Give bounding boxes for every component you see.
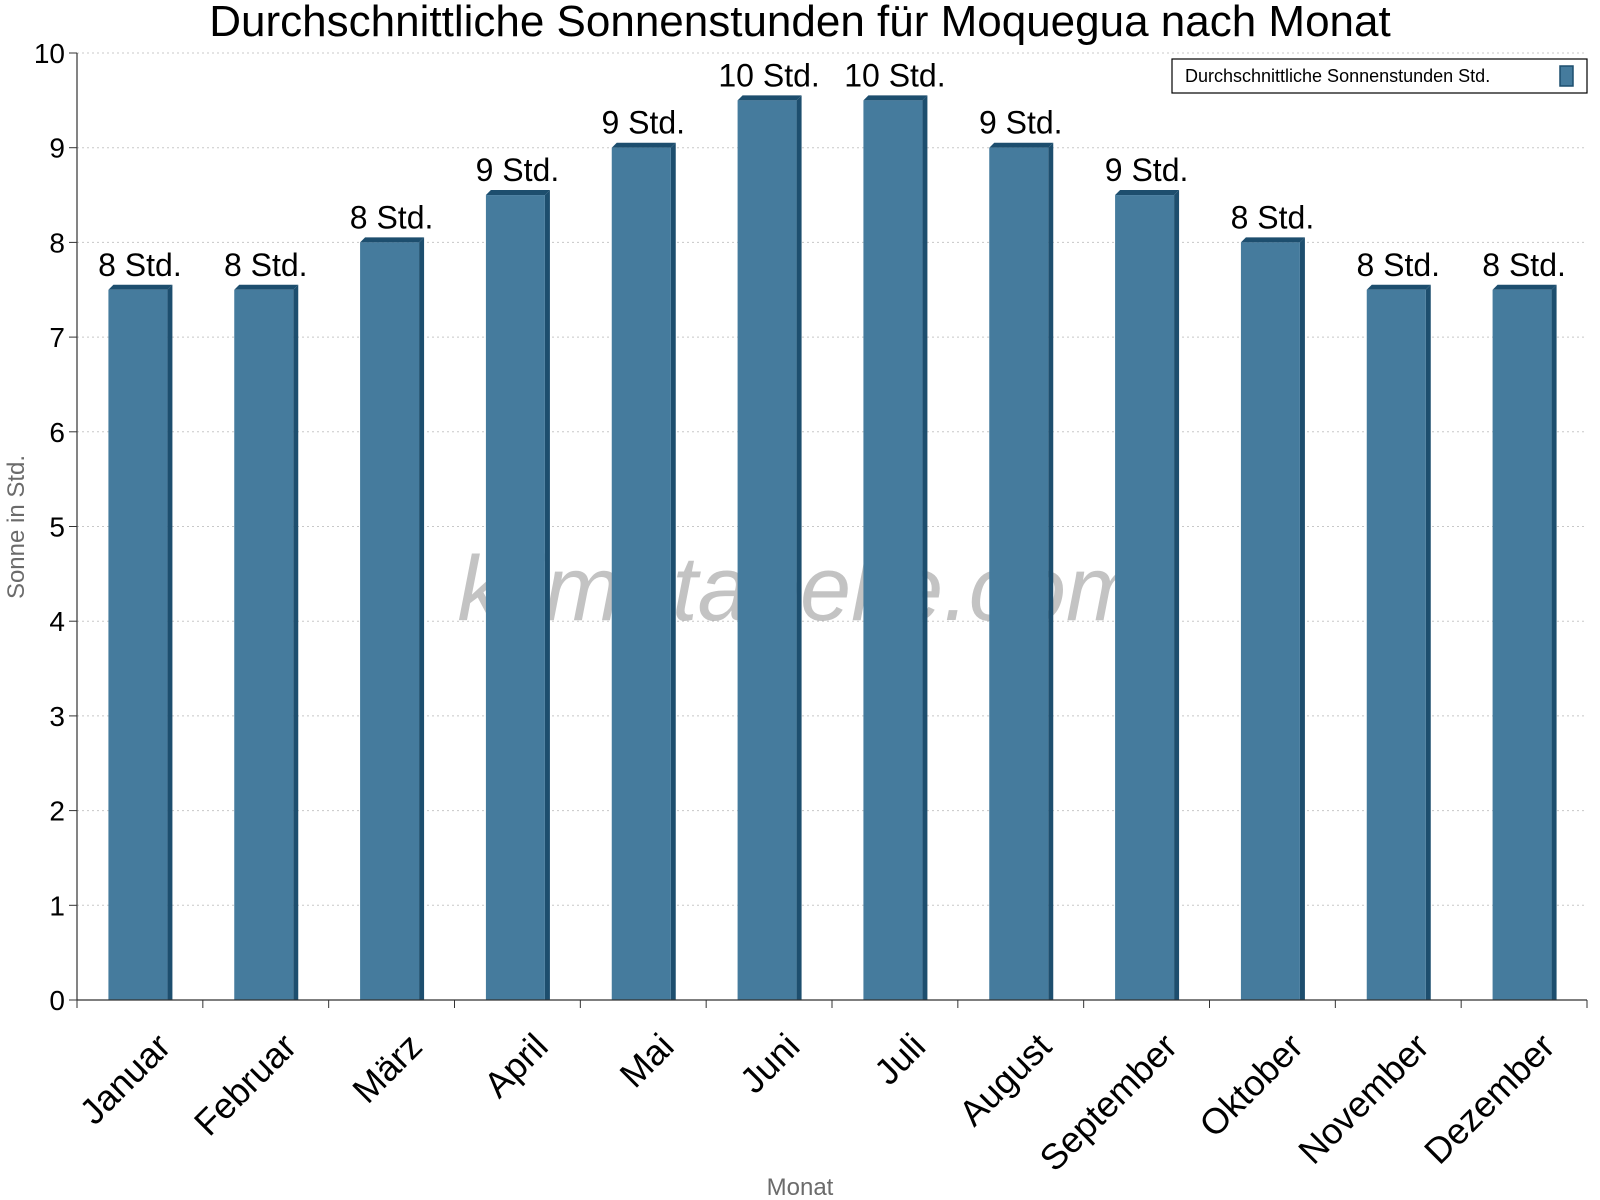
bar-oktober xyxy=(1240,237,1305,1000)
bar-front xyxy=(1492,289,1552,1000)
x-tick-label: August xyxy=(951,1025,1059,1133)
bar-side xyxy=(1551,284,1557,1000)
bar-side xyxy=(293,284,299,1000)
bar-front xyxy=(108,289,168,1000)
x-tick-label: Juli xyxy=(866,1025,933,1092)
bar-side xyxy=(922,95,928,1001)
data-label: 8 Std. xyxy=(1482,247,1566,283)
bar-top xyxy=(1492,284,1557,290)
data-label: 8 Std. xyxy=(350,199,434,235)
x-tick-label: März xyxy=(344,1025,430,1111)
bar-mai xyxy=(611,142,676,1000)
y-tick-label: 4 xyxy=(49,606,65,637)
data-label: 9 Std. xyxy=(1105,152,1189,188)
bar-side xyxy=(670,142,676,1000)
gridlines xyxy=(77,52,1587,906)
bar-top xyxy=(360,237,425,243)
data-label: 8 Std. xyxy=(1356,247,1440,283)
data-label: 8 Std. xyxy=(1231,199,1315,235)
data-label: 10 Std. xyxy=(844,57,945,93)
y-tick-label: 3 xyxy=(49,701,65,732)
bar-side xyxy=(796,95,802,1001)
bars xyxy=(108,95,1557,1001)
legend: Durchschnittliche Sonnenstunden Std. xyxy=(1171,58,1588,94)
y-axis-label: Sonne in Std. xyxy=(3,455,30,599)
bar-top xyxy=(485,190,550,196)
data-label: 8 Std. xyxy=(98,247,182,283)
data-label: 9 Std. xyxy=(601,105,685,141)
bar-top xyxy=(1240,237,1305,243)
legend-box xyxy=(1171,58,1588,94)
bar-side xyxy=(544,190,550,1001)
bar-front xyxy=(360,242,420,1000)
bar-front xyxy=(1115,195,1175,1001)
y-tick-label: 5 xyxy=(49,512,65,543)
data-label: 9 Std. xyxy=(476,152,560,188)
y-tick-label: 1 xyxy=(49,890,65,921)
legend-label: Durchschnittliche Sonnenstunden Std. xyxy=(1185,66,1490,86)
y-tick-label: 0 xyxy=(49,985,65,1016)
x-tick-label: April xyxy=(476,1025,556,1105)
bar-august xyxy=(989,142,1054,1000)
bar-front xyxy=(1366,289,1426,1000)
bar-front xyxy=(863,100,923,1001)
bar-januar xyxy=(108,284,173,1000)
bar-top xyxy=(989,142,1054,148)
bar-top xyxy=(611,142,676,148)
bar-front xyxy=(611,147,671,1000)
x-axis-label: Monat xyxy=(767,1174,834,1200)
data-label: 9 Std. xyxy=(979,105,1063,141)
bar-side xyxy=(167,284,173,1000)
bar-februar xyxy=(234,284,299,1000)
bar-top xyxy=(108,284,173,290)
y-tick-label: 10 xyxy=(34,38,65,69)
axes xyxy=(69,52,1588,1008)
x-tick-label: Oktober xyxy=(1191,1025,1311,1145)
bar-top xyxy=(863,95,928,101)
bar-side xyxy=(1048,142,1054,1000)
bar-side xyxy=(1299,237,1305,1000)
bar-front xyxy=(1240,242,1300,1000)
bar-front xyxy=(989,147,1049,1000)
y-tick-label: 2 xyxy=(49,796,65,827)
bar-top xyxy=(1366,284,1431,290)
data-labels: 8 Std. 8 Std. 8 Std. 9 Std. 9 Std. 10 Std. 10 … xyxy=(98,57,1566,282)
bar-side xyxy=(1425,284,1431,1000)
x-tick-label: Mai xyxy=(612,1025,682,1095)
bar-april xyxy=(485,190,550,1001)
bar-top xyxy=(1115,190,1180,196)
x-tick-label: November xyxy=(1290,1025,1436,1171)
chart-title: Durchschnittliche Sonnenstunden für Moqu… xyxy=(209,0,1390,46)
bar-top xyxy=(737,95,802,101)
x-tick-label: Januar xyxy=(71,1025,178,1132)
bar-november xyxy=(1366,284,1431,1000)
legend-swatch xyxy=(1559,65,1574,87)
bar-juli xyxy=(863,95,928,1001)
bar-front xyxy=(485,195,545,1001)
x-tick-label: September xyxy=(1031,1025,1185,1179)
bar-side xyxy=(1174,190,1180,1001)
bar-top xyxy=(234,284,299,290)
bar-side xyxy=(419,237,425,1000)
bar-dezember xyxy=(1492,284,1557,1000)
bar-front xyxy=(737,100,797,1001)
x-tick-label: Juni xyxy=(732,1025,808,1101)
data-label: 10 Std. xyxy=(718,57,819,93)
bar-front xyxy=(234,289,294,1000)
data-label: 8 Std. xyxy=(224,247,308,283)
y-tick-label: 8 xyxy=(49,227,65,258)
x-tick-label: Februar xyxy=(186,1025,304,1143)
bar-september xyxy=(1115,190,1180,1001)
bar-juni xyxy=(737,95,802,1001)
y-tick-label: 9 xyxy=(49,133,65,164)
bar-märz xyxy=(360,237,425,1000)
x-tick-labels: Januar Februar März April Mai Juni Juli AugustS… xyxy=(71,1025,1562,1179)
y-tick-label: 7 xyxy=(49,322,65,353)
y-tick-labels: 0 1 2 3 4 5 6 7 8 9 10 xyxy=(34,38,65,1016)
y-tick-label: 6 xyxy=(49,417,65,448)
x-tick-label: Dezember xyxy=(1416,1025,1562,1171)
